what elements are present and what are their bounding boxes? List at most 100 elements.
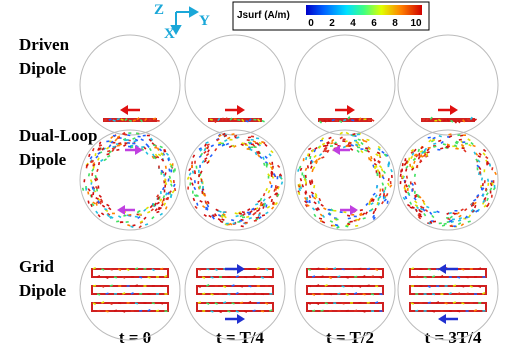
current-vector — [412, 183, 414, 185]
row-label: Dipole — [19, 281, 67, 300]
current-vector — [95, 175, 96, 178]
column-label: t = T/4 — [216, 328, 265, 347]
current-vector — [122, 293, 125, 294]
current-vector — [348, 218, 351, 219]
current-vector — [258, 154, 260, 156]
grid-strip — [307, 269, 383, 277]
column-label: t = T/2 — [326, 328, 374, 347]
current-vector — [442, 225, 445, 226]
current-vector — [150, 205, 152, 207]
current-vector — [215, 303, 218, 304]
current-vector — [240, 286, 243, 287]
current-vector — [160, 303, 163, 304]
current-vector — [135, 268, 138, 269]
current-vector — [156, 211, 159, 212]
current-vector — [367, 285, 370, 286]
current-vector — [248, 286, 251, 287]
current-vector — [461, 209, 464, 210]
arrow-head — [350, 205, 358, 215]
current-vector — [174, 184, 175, 187]
current-vector — [467, 119, 470, 120]
current-vector — [388, 178, 389, 181]
current-vector — [325, 285, 328, 286]
current-vector — [278, 165, 280, 167]
current-vector — [224, 135, 227, 136]
current-vector — [256, 217, 259, 218]
current-vector — [91, 180, 92, 183]
current-vector — [262, 121, 265, 122]
current-vector — [299, 166, 300, 169]
current-vector — [419, 216, 422, 217]
current-vector — [351, 120, 354, 121]
current-vector — [100, 142, 101, 145]
current-vector — [265, 156, 267, 158]
current-vector — [406, 184, 408, 187]
current-vector — [323, 208, 326, 209]
current-vector — [373, 199, 374, 202]
arrow-head — [237, 314, 245, 324]
current-vector — [202, 293, 205, 294]
current-vector — [159, 149, 161, 151]
current-vector — [379, 154, 380, 157]
current-vector — [124, 143, 127, 144]
current-vector — [119, 144, 122, 145]
current-vector — [308, 148, 311, 149]
current-vector — [468, 221, 471, 222]
current-vector — [207, 146, 208, 149]
current-vector — [122, 277, 125, 278]
current-vector — [306, 191, 307, 194]
current-vector — [461, 224, 463, 226]
current-vector — [298, 169, 299, 172]
current-vector — [261, 277, 264, 278]
current-vector — [96, 186, 98, 188]
current-vector — [486, 193, 488, 195]
current-vector — [444, 224, 447, 225]
current-vector — [314, 149, 315, 152]
current-vector — [101, 269, 104, 270]
current-vector — [172, 190, 174, 192]
current-vector — [373, 165, 374, 168]
current-vector — [371, 156, 372, 159]
current-vector — [193, 155, 194, 158]
current-vector — [164, 203, 165, 206]
current-vector — [449, 134, 452, 135]
current-vector — [457, 293, 460, 294]
current-vector — [254, 212, 257, 214]
current-vector — [465, 209, 467, 211]
current-vector — [253, 293, 256, 294]
current-vector — [271, 151, 273, 153]
current-vector — [436, 302, 439, 303]
current-vector — [382, 183, 383, 186]
current-vector — [101, 286, 104, 287]
current-vector — [458, 220, 461, 221]
current-vector — [414, 182, 415, 185]
current-vector — [312, 310, 315, 311]
current-vector — [447, 219, 450, 220]
arrow-head — [237, 264, 245, 274]
current-vector — [363, 218, 366, 219]
current-vector — [346, 310, 349, 311]
current-vector — [342, 269, 345, 270]
current-vector — [312, 294, 315, 295]
current-vector — [408, 192, 409, 195]
current-vector — [323, 215, 325, 217]
current-vector — [313, 197, 315, 199]
current-vector — [363, 213, 365, 215]
current-vector — [192, 183, 193, 186]
current-vector — [93, 202, 96, 203]
current-vector — [234, 135, 237, 136]
current-vector — [195, 206, 197, 208]
current-vector — [335, 225, 338, 226]
current-vector — [449, 293, 452, 294]
current-vector — [224, 140, 227, 141]
grid-strip — [92, 303, 168, 311]
current-vector — [113, 120, 116, 121]
current-vector — [413, 159, 415, 161]
current-vector — [422, 200, 424, 202]
current-vector — [419, 211, 422, 212]
current-vector — [369, 157, 370, 160]
current-vector — [312, 194, 313, 197]
current-vector — [468, 139, 471, 141]
current-vector — [101, 213, 103, 215]
current-vector — [432, 140, 435, 141]
